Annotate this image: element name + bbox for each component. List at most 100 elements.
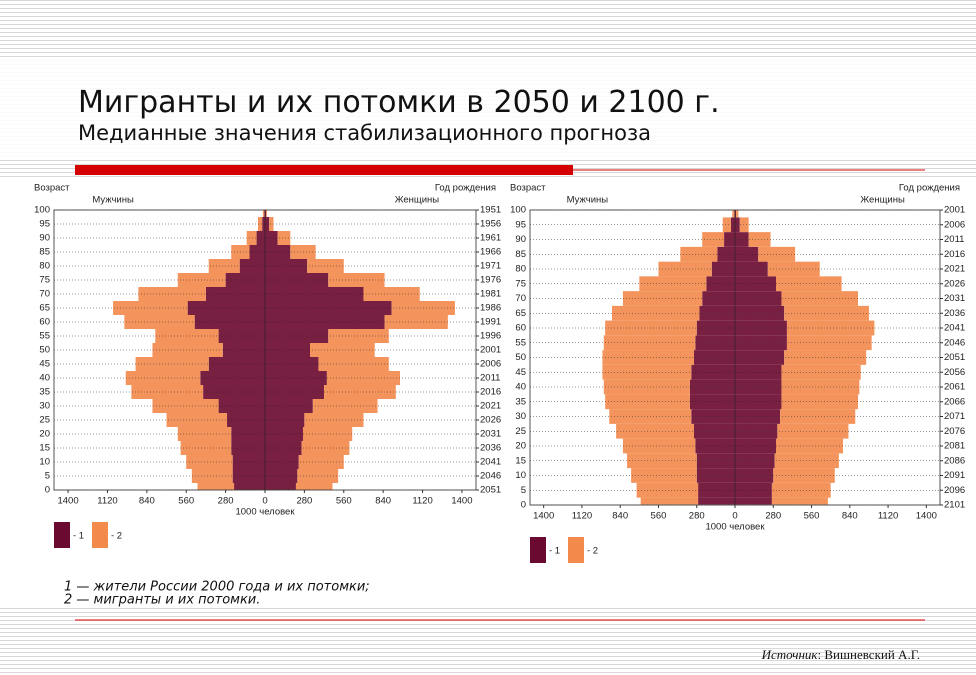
pyramid-bar [694, 423, 735, 439]
x-tick-label: 1120 [412, 496, 432, 507]
y-tick-label: 15 [515, 455, 526, 466]
pyramid-bar [771, 497, 828, 505]
x-tick-label: 560 [178, 496, 194, 507]
legend-label: - 2 [111, 531, 122, 542]
pyramid-bar [658, 261, 712, 277]
y2-tick-label: 2016 [480, 387, 501, 398]
pyramid-bar [307, 259, 344, 273]
y-tick-label: 0 [45, 485, 50, 496]
pyramid-bar [689, 394, 735, 410]
y-tick-label: 40 [39, 373, 50, 384]
x-tick-label: 280 [296, 496, 312, 507]
pyramid-bar [631, 468, 697, 483]
x-tick-label: 1120 [878, 511, 898, 522]
pyramid-bar [262, 217, 265, 231]
x-tick-label: 0 [262, 496, 267, 507]
pyramid-bar [264, 210, 265, 217]
y-axis-title: Возраст [510, 183, 546, 194]
left-label: Мужчины [92, 195, 134, 206]
pyramid-bar [363, 287, 420, 301]
y2-tick-label: 2011 [944, 234, 964, 245]
x-tick-label: 0 [732, 511, 737, 522]
pyramid-bar [208, 357, 265, 371]
y2-tick-label: 2046 [944, 337, 965, 348]
pyramid-bar [265, 329, 329, 343]
y-tick-label: 85 [515, 249, 526, 260]
pyramid-bar [208, 259, 240, 273]
pyramid-bar [735, 261, 768, 277]
x-tick-label: 1120 [572, 511, 592, 522]
x-tick-label: 1400 [451, 496, 472, 507]
pyramid-bar [232, 455, 265, 469]
x-tick-label: 280 [689, 511, 705, 522]
x-tick-label: 560 [651, 511, 667, 522]
pyramid-bar [265, 273, 329, 287]
pyramid-bar [603, 335, 696, 351]
y-tick-label: 5 [45, 471, 50, 482]
y2-tick-label: 1956 [480, 219, 501, 230]
pyramid-bar [771, 482, 831, 498]
pyramid-bar [265, 301, 392, 315]
pyramid-bar [735, 320, 787, 336]
pyramid-bar [197, 483, 235, 490]
pyramid-bar [735, 210, 737, 218]
pyramid-bar [194, 315, 265, 329]
y-tick-label: 100 [34, 205, 50, 216]
pyramid-bar [125, 371, 201, 385]
y-tick-label: 90 [515, 234, 526, 245]
y-tick-label: 70 [515, 293, 526, 304]
y-tick-label: 65 [515, 308, 526, 319]
pyramid-bar [781, 394, 858, 410]
pyramid-bar [602, 350, 694, 365]
pyramid-bar [265, 259, 308, 273]
pyramid-bar [602, 364, 692, 380]
y-tick-label: 95 [515, 219, 526, 230]
pyramid-bar [698, 497, 735, 505]
source-text: : Вишневский А.Г. [818, 647, 920, 662]
pyramid-bar [256, 231, 265, 245]
pyramid-bar [234, 483, 265, 490]
pyramid-bar [138, 287, 206, 301]
y2-tick-label: 2036 [944, 308, 965, 319]
y2-tick-label: 2026 [944, 278, 965, 289]
pyramid-bar [246, 231, 257, 245]
y-tick-label: 45 [39, 359, 50, 370]
x-tick-label: 840 [842, 511, 858, 522]
y-tick-label: 75 [515, 278, 526, 289]
y-tick-label: 75 [39, 275, 50, 286]
y2-tick-label: 2056 [944, 367, 965, 378]
y2-tick-label: 2041 [480, 457, 501, 468]
y2-tick-label: 1981 [480, 289, 501, 300]
pyramid-bar [722, 217, 731, 233]
x-tick-label: 1400 [916, 511, 937, 522]
title-band [0, 60, 976, 160]
pyramid-bar [639, 276, 707, 292]
pyramid-bar [735, 232, 749, 247]
pyramid-bar [735, 423, 778, 439]
x-tick-label: 560 [336, 496, 352, 507]
y2-tick-label: 1961 [480, 233, 501, 244]
y2-tick-label: 2036 [480, 443, 501, 454]
pyramid-bar [180, 441, 232, 455]
pyramid-bar [265, 287, 364, 301]
pyramid-bar [269, 217, 274, 231]
pyramid-bar [735, 453, 775, 469]
y2-tick-label: 1991 [480, 317, 501, 328]
note: 2 — мигранты и их потомки. [64, 593, 260, 608]
y2-tick-label: 2001 [944, 205, 965, 216]
pyramid-bar [612, 305, 700, 321]
y-tick-label: 35 [39, 387, 50, 398]
pyramid-bar [636, 482, 699, 498]
pyramid-bar [739, 217, 749, 233]
pyramid-bar [384, 315, 448, 329]
y2-tick-label: 2066 [944, 396, 965, 407]
pyramid-bar [200, 371, 265, 385]
pyramid-bar [187, 301, 265, 315]
pyramid-bar [265, 371, 327, 385]
pyramid-bar [748, 232, 771, 247]
legend-swatch [92, 522, 108, 548]
x-tick-label: 840 [375, 496, 391, 507]
accent-bar [75, 165, 573, 175]
pyramid-bar [627, 453, 697, 469]
